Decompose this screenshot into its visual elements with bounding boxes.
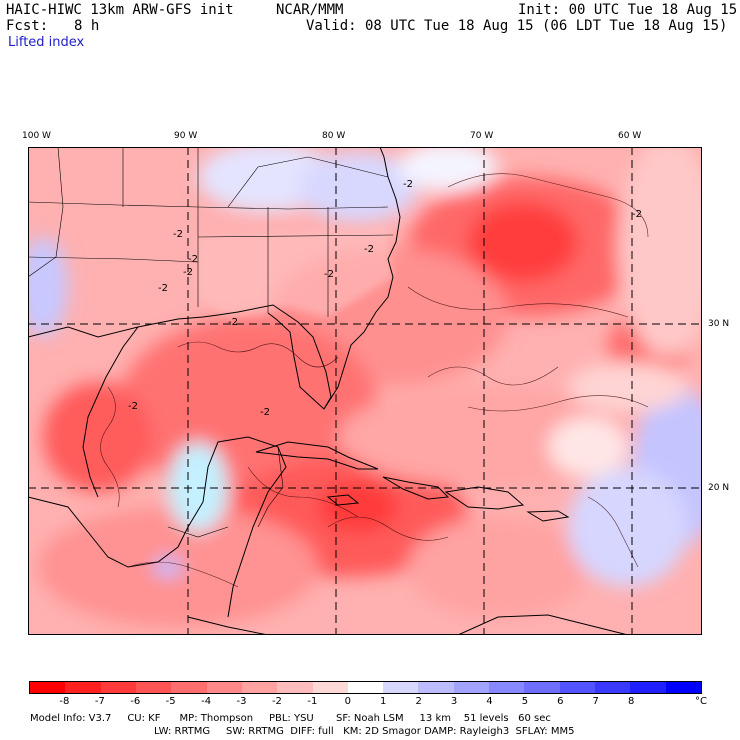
contour-label: -2 bbox=[128, 401, 138, 412]
colorbar-tick-label: -1 bbox=[307, 696, 318, 707]
contour-label: -2 bbox=[403, 179, 413, 190]
coastlines bbox=[28, 147, 629, 635]
model-info-line2: LW: RRTMG SW: RRTMG DIFF: full KM: 2D Sm… bbox=[154, 726, 575, 737]
contour-label: -2 bbox=[228, 317, 238, 328]
colorbar-swatch bbox=[312, 682, 348, 693]
colorbar-swatch bbox=[595, 682, 631, 693]
colorbar-swatch bbox=[100, 682, 136, 693]
colorbar-swatch bbox=[489, 682, 525, 693]
colorbar-tick-label: 4 bbox=[486, 696, 493, 707]
fcst-label: Fcst: bbox=[6, 18, 49, 34]
colorbar-swatch bbox=[524, 682, 560, 693]
colorbar-swatch bbox=[453, 682, 490, 693]
colorbar-swatch bbox=[277, 682, 313, 693]
init-time: Init: 00 UTC Tue 18 Aug 15 bbox=[518, 2, 738, 18]
political-borders bbox=[28, 147, 394, 538]
org-label: NCAR/MMM bbox=[276, 2, 344, 18]
colorbar-tick-label: -5 bbox=[165, 696, 176, 707]
colorbar-tick-label: 8 bbox=[627, 696, 635, 707]
colorbar-swatch bbox=[241, 682, 278, 693]
colorbar-tick-label: -2 bbox=[271, 696, 282, 707]
colorbar-tick-label: -3 bbox=[236, 696, 247, 707]
colorbar-tick-label: 3 bbox=[450, 696, 458, 707]
colorbar-tick-label: 0 bbox=[344, 696, 351, 707]
lon-label-90w: 90 W bbox=[174, 131, 198, 141]
lifted-index-map: -2 -2 -2 -2 -2 -2 -2 -2 -2 -2 -2 bbox=[28, 147, 702, 635]
contour-label: -2 bbox=[158, 283, 168, 294]
lat-label-20n: 20 N bbox=[708, 483, 730, 493]
lon-label-80w: 80 W bbox=[322, 131, 346, 141]
lon-label-60w: 60 W bbox=[618, 131, 642, 141]
colorbar-swatch bbox=[206, 682, 242, 693]
contour-lines bbox=[100, 173, 649, 588]
contour-labels: -2 -2 -2 -2 -2 -2 -2 -2 -2 -2 -2 bbox=[128, 179, 642, 418]
field-shading bbox=[28, 147, 702, 627]
colorbar-swatch bbox=[347, 682, 384, 693]
lat-lon-grid bbox=[28, 147, 702, 635]
colorbar bbox=[29, 681, 702, 694]
lon-label-70w: 70 W bbox=[470, 131, 494, 141]
colorbar-tick-label: -4 bbox=[201, 696, 212, 707]
colorbar-swatch bbox=[65, 682, 101, 693]
colorbar-swatch bbox=[630, 682, 666, 693]
colorbar-swatch bbox=[383, 682, 419, 693]
map-frame bbox=[28, 147, 702, 635]
contour-label: -2 bbox=[260, 407, 270, 418]
colorbar-unit: °C bbox=[695, 696, 707, 707]
colorbar-swatch bbox=[418, 682, 454, 693]
colorbar-tick-label: -8 bbox=[59, 696, 70, 707]
valid-time: Valid: 08 UTC Tue 18 Aug 15 (06 LDT Tue … bbox=[306, 18, 728, 34]
colorbar-swatch bbox=[665, 682, 701, 693]
model-info-line1: Model Info: V3.7 CU: KF MP: Thompson PBL… bbox=[30, 713, 551, 724]
lat-label-30n: 30 N bbox=[708, 319, 730, 329]
colorbar-tick-label: 7 bbox=[592, 696, 599, 707]
model-title: HAIC-HIWC 13km ARW-GFS init bbox=[6, 2, 234, 18]
contour-label: -2 bbox=[183, 267, 193, 278]
colorbar-swatch bbox=[559, 682, 595, 693]
field-name: Lifted index bbox=[8, 35, 85, 50]
colorbar-tick-label: 1 bbox=[380, 696, 387, 707]
colorbar-tick-label: 6 bbox=[557, 696, 564, 707]
contour-label: -2 bbox=[324, 269, 334, 280]
colorbar-tick-label: -7 bbox=[94, 696, 105, 707]
contour-label: -2 bbox=[364, 244, 374, 255]
lon-label-100w: 100 W bbox=[22, 131, 51, 141]
colorbar-tick-label: 5 bbox=[521, 696, 529, 707]
colorbar-tick-label: 2 bbox=[415, 696, 422, 707]
colorbar-tick-label: -6 bbox=[130, 696, 141, 707]
contour-label: -2 bbox=[173, 229, 183, 240]
colorbar-swatch bbox=[30, 682, 66, 693]
fcst-value: 8 h bbox=[74, 18, 100, 34]
colorbar-swatch bbox=[171, 682, 207, 693]
contour-label: -2 bbox=[632, 209, 642, 220]
contour-label: -2 bbox=[188, 254, 198, 265]
colorbar-swatch bbox=[135, 682, 172, 693]
